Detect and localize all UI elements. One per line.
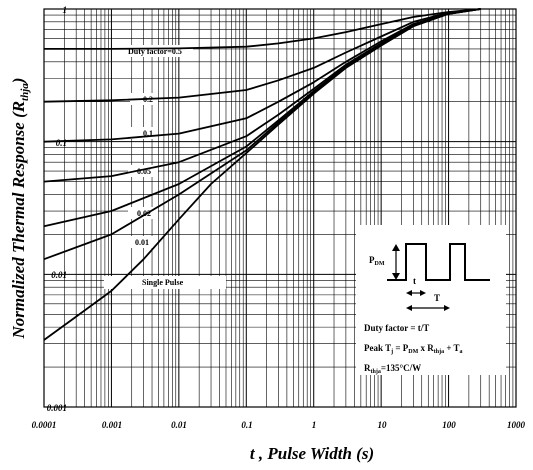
peak-sub-dm: DM bbox=[408, 349, 418, 355]
inset-background bbox=[356, 225, 506, 375]
y-axis-title-main: Normalized Thermal Response (R bbox=[9, 101, 28, 340]
t-arrow-head-left bbox=[406, 290, 412, 296]
label-duty-0-01: 0.01 bbox=[135, 238, 149, 247]
curve-duty-factor-0-5 bbox=[44, 8, 481, 50]
peak-sub-thja: thja bbox=[434, 349, 444, 355]
x-tick-label: 1 bbox=[312, 420, 317, 430]
x-tick-label: 0.0001 bbox=[32, 420, 57, 430]
pdm-label-main: P bbox=[369, 255, 375, 265]
y-axis-title-sub: thja bbox=[19, 83, 31, 101]
y-tick-label: 0.001 bbox=[47, 403, 67, 413]
t-label: t bbox=[413, 276, 416, 286]
T-arrow-head-left bbox=[406, 305, 412, 311]
plot-frame bbox=[43, 8, 517, 408]
peak-tj-formula: Peak Tj = PDM x Rthja + Ta bbox=[364, 343, 463, 355]
label-duty-0-2: 0.2 bbox=[143, 95, 153, 104]
t-arrow-head-right bbox=[420, 290, 426, 296]
curve-0-1 bbox=[43, 8, 481, 143]
curve-0-05 bbox=[43, 8, 481, 183]
x-tick-label: 100 bbox=[442, 420, 456, 430]
y-tick-label: 1 bbox=[63, 5, 68, 15]
pdm-label-sub: DM bbox=[375, 261, 385, 267]
curve-0-02 bbox=[43, 8, 481, 228]
y-tick-labels: 1 0.1 0.01 0.001 bbox=[47, 5, 67, 413]
label-duty-0-02: 0.02 bbox=[137, 209, 151, 218]
pdm-label: PDM bbox=[369, 255, 385, 267]
x-tick-label: 0.001 bbox=[102, 420, 122, 430]
peak-plus: + T bbox=[444, 343, 459, 353]
x-tick-label: 10 bbox=[378, 420, 388, 430]
peak-eq: = P bbox=[393, 343, 409, 353]
y-tick-label: 0.1 bbox=[56, 138, 67, 148]
T-arrow-head-right bbox=[444, 305, 450, 311]
rthja-value: Rthja=135°C/W bbox=[364, 363, 421, 375]
curve-single-pulse bbox=[43, 8, 481, 341]
pdm-arrow-head-top bbox=[392, 244, 400, 251]
T-label: T bbox=[434, 293, 440, 303]
curves bbox=[43, 8, 481, 341]
curve-0-2 bbox=[43, 8, 481, 103]
rth-value: =135°C/W bbox=[381, 363, 421, 373]
rth-sub: thja bbox=[371, 369, 381, 375]
label-box-duty-0-01 bbox=[128, 236, 156, 248]
x-tick-labels: 0.0001 0.001 0.01 0.1 1 10 100 1000 bbox=[32, 420, 526, 430]
y-tick-label: 0.01 bbox=[51, 270, 67, 280]
pdm-arrow-head-bottom bbox=[392, 273, 400, 280]
y-axis-title: Normalized Thermal Response (Rthja) bbox=[9, 78, 31, 340]
rth-prefix: R bbox=[364, 363, 371, 373]
peak-sub-a: a bbox=[460, 349, 463, 355]
x-axis-title: t , Pulse Width (s) bbox=[250, 444, 374, 463]
x-tick-label: 0.01 bbox=[171, 420, 187, 430]
peak-sub-j: j bbox=[390, 349, 393, 355]
label-duty-0-05: 0.05 bbox=[137, 167, 151, 176]
label-box-single-pulse bbox=[104, 276, 226, 289]
pulse-train-waveform bbox=[387, 243, 490, 281]
label-box-duty-0-02 bbox=[128, 207, 158, 219]
peak-prefix: Peak T bbox=[364, 343, 391, 353]
x-tick-label: 1000 bbox=[507, 420, 526, 430]
x-tick-label: 0.1 bbox=[241, 420, 252, 430]
label-duty-0-1: 0.1 bbox=[143, 129, 153, 138]
label-single-pulse: Single Pulse bbox=[142, 278, 184, 287]
y-axis-title-close: ) bbox=[9, 78, 28, 86]
duty-factor-formula: Duty factor = t/T bbox=[364, 323, 429, 333]
label-duty-0-5: Duty factor=0.5 bbox=[128, 47, 182, 56]
peak-x: x R bbox=[418, 343, 434, 353]
duty-factor-inset: PDM t T Duty factor = t/T Peak Tj = PDM … bbox=[356, 225, 506, 375]
